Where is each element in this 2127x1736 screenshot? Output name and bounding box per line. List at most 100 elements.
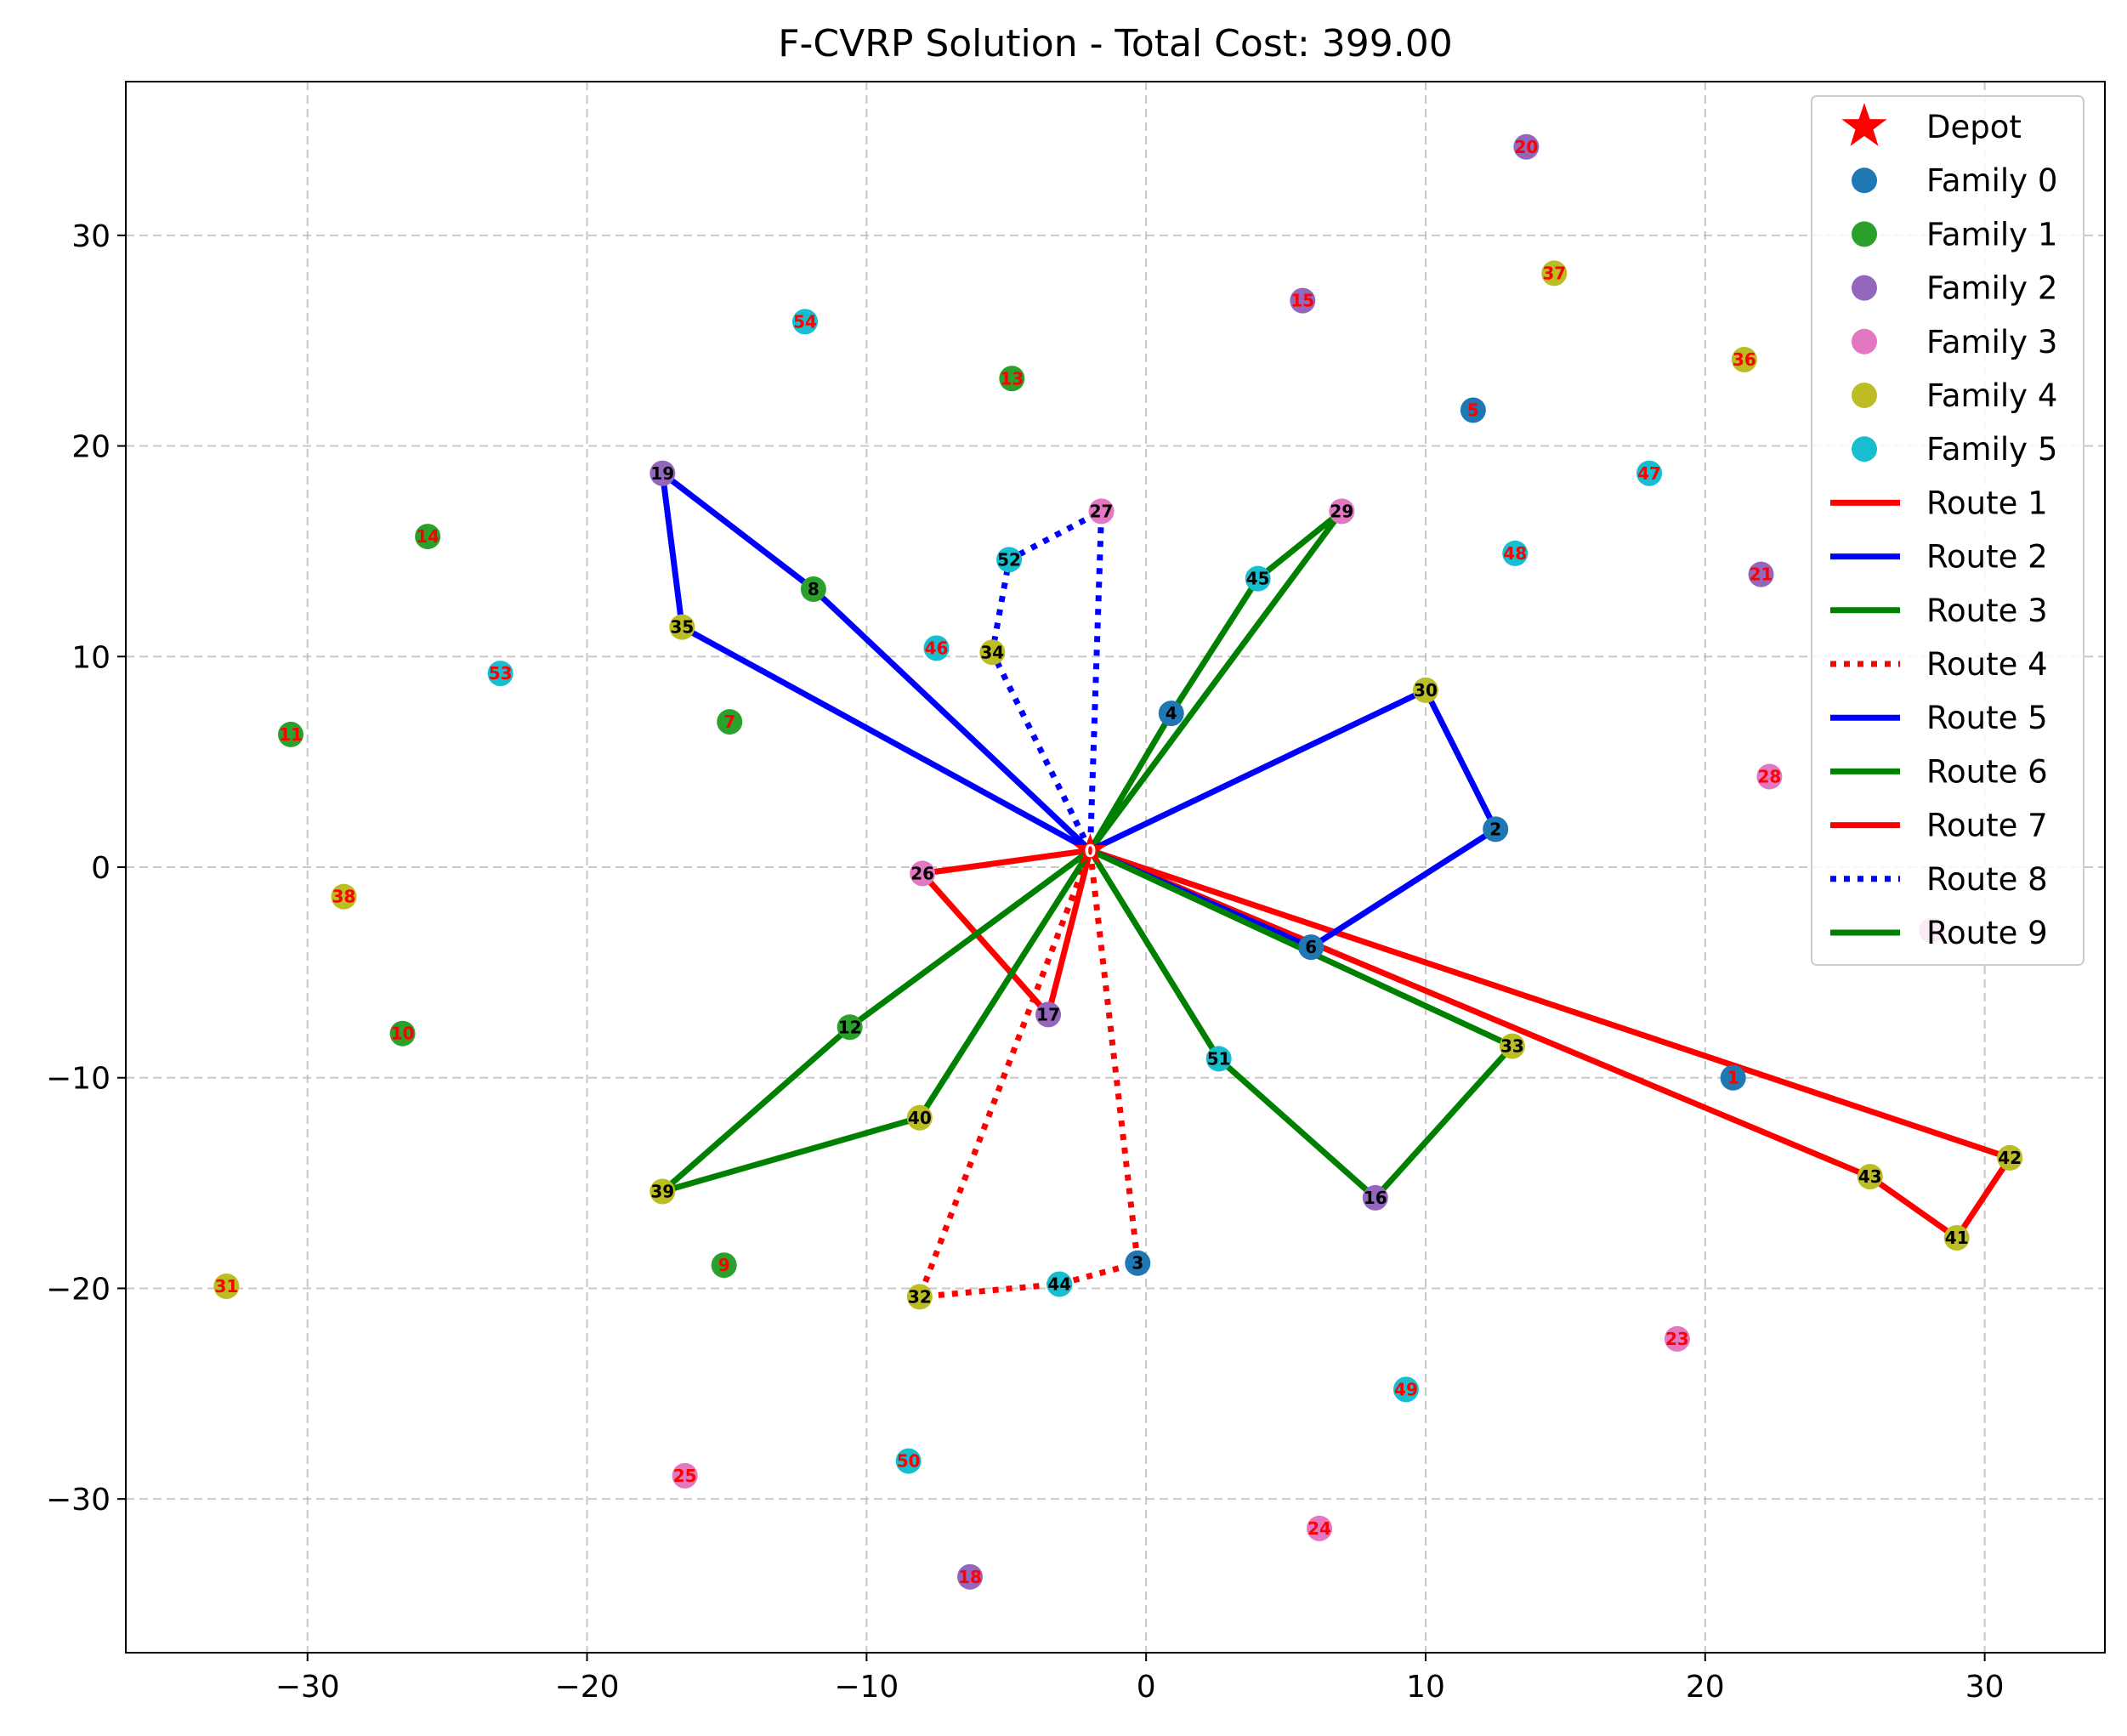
customer-point xyxy=(906,1284,933,1310)
y-tick-label: −10 xyxy=(46,1062,111,1097)
customer-label: 26 xyxy=(910,863,934,883)
customer-label: 37 xyxy=(1542,263,1566,283)
x-tick-label: 10 xyxy=(1406,1670,1445,1705)
customer-label: 6 xyxy=(1305,937,1317,957)
customer-label: 34 xyxy=(980,642,1004,662)
customer-label: 32 xyxy=(908,1286,932,1307)
x-tick-label: −30 xyxy=(275,1670,340,1705)
customer-point xyxy=(792,309,819,335)
customer-point xyxy=(649,1178,676,1205)
customer-point xyxy=(1997,1144,2023,1171)
legend-label: Family 5 xyxy=(1926,431,2057,468)
customer-point xyxy=(1756,763,1783,790)
customer-label: 30 xyxy=(1414,680,1438,701)
customer-point xyxy=(1460,397,1486,423)
customer-point xyxy=(1362,1184,1388,1211)
customer-label: 1 xyxy=(1727,1068,1739,1088)
customer-point xyxy=(1307,1515,1333,1541)
x-tick-label: −20 xyxy=(555,1670,620,1705)
customer-label: 24 xyxy=(1307,1518,1331,1539)
customer-point xyxy=(1513,133,1540,160)
legend-frame xyxy=(1811,95,2084,966)
customer-label: 10 xyxy=(391,1024,415,1044)
customer-point xyxy=(957,1563,984,1590)
legend-label: Family 4 xyxy=(1926,377,2057,414)
customer-point xyxy=(979,639,1006,666)
customer-label: 45 xyxy=(1246,569,1270,589)
legend-marker-family xyxy=(1852,436,1877,462)
customer-point xyxy=(837,1014,863,1041)
customer-point xyxy=(672,1462,698,1489)
customer-label: 35 xyxy=(670,617,694,638)
legend-label: Route 4 xyxy=(1926,646,2048,683)
customer-point xyxy=(1088,498,1115,525)
customer-label: 54 xyxy=(793,311,817,332)
customer-point xyxy=(1731,346,1757,372)
customer-label: 53 xyxy=(489,663,513,684)
legend-label: Depot xyxy=(1926,109,2022,145)
customer-label: 43 xyxy=(1858,1166,1882,1187)
legend-marker-depot xyxy=(1841,103,1887,146)
customer-label: 14 xyxy=(416,526,440,547)
customer-point xyxy=(1158,701,1184,727)
customer-label: 15 xyxy=(1290,291,1314,311)
customer-point xyxy=(415,524,441,550)
legend-label: Route 1 xyxy=(1926,485,2048,521)
customer-label: 41 xyxy=(1945,1228,1969,1248)
customer-point xyxy=(1035,1001,1062,1028)
customer-point xyxy=(1483,816,1509,842)
grid xyxy=(126,82,2105,1653)
customer-label: 28 xyxy=(1758,766,1782,786)
customer-label: 25 xyxy=(673,1466,697,1486)
customer-point xyxy=(1125,1250,1151,1276)
customer-point xyxy=(389,1020,416,1047)
customer-label: 40 xyxy=(908,1108,932,1128)
customer-label: 51 xyxy=(1207,1048,1231,1069)
customer-point xyxy=(1499,1033,1525,1059)
customer-label: 5 xyxy=(1467,400,1479,420)
customer-label: 2 xyxy=(1489,819,1501,839)
customer-point xyxy=(895,1448,922,1474)
customer-point xyxy=(910,860,936,887)
depot-star xyxy=(1074,833,1107,865)
y-tick-label: 10 xyxy=(71,640,111,675)
customer-point xyxy=(1298,934,1324,961)
route-line-route-4 xyxy=(916,848,1141,1300)
legend-marker-family xyxy=(1852,167,1877,194)
customer-point xyxy=(906,1104,933,1131)
x-tick-label: 0 xyxy=(1137,1670,1156,1705)
customer-point xyxy=(1748,561,1774,587)
legend-marker-family xyxy=(1852,328,1877,355)
customer-point xyxy=(999,366,1025,392)
legend-label: Family 0 xyxy=(1926,162,2057,199)
customer-label: 27 xyxy=(1090,501,1114,521)
customer-point xyxy=(711,1252,737,1279)
legend: Depot Family 0 Family 1 Family 2 Family 3 Fam… xyxy=(1811,95,2084,966)
x-tick-label: −10 xyxy=(834,1670,899,1705)
customer-label: 4 xyxy=(1166,703,1177,723)
customer-point xyxy=(1857,1164,1883,1190)
legend-label: Route 6 xyxy=(1926,753,2048,790)
legend-marker-family xyxy=(1852,383,1877,408)
legend-marker-family xyxy=(1852,221,1877,247)
legend-label: Route 2 xyxy=(1926,539,2048,576)
customer-point xyxy=(1412,677,1438,703)
customer-label: 21 xyxy=(1750,564,1773,585)
legend-marker-family xyxy=(1852,275,1877,301)
legend-label: Route 8 xyxy=(1926,861,2048,898)
customer-label: 12 xyxy=(838,1017,862,1037)
customer-label: 47 xyxy=(1637,463,1661,484)
customer-point xyxy=(213,1273,240,1299)
customer-label: 8 xyxy=(808,579,820,599)
y-tick-label: 30 xyxy=(71,219,111,254)
customer-label: 18 xyxy=(958,1567,982,1587)
customer-label: 7 xyxy=(723,712,735,732)
customer-label: 50 xyxy=(897,1451,921,1472)
customer-point xyxy=(649,460,676,486)
route-line-route-7 xyxy=(919,847,1093,1018)
customer-point xyxy=(1205,1046,1232,1072)
customer-point xyxy=(1290,287,1316,314)
legend-label: Family 1 xyxy=(1926,216,2057,252)
customer-label: 38 xyxy=(332,887,356,907)
